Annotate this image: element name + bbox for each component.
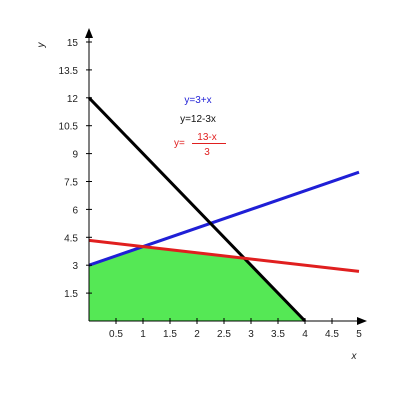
y-tick-label: 13.5 xyxy=(59,66,79,77)
y-tick-label: 1.5 xyxy=(64,289,78,300)
y-tick-label: 7.5 xyxy=(64,178,78,189)
y-tick-label: 9 xyxy=(72,150,78,161)
x-tick-label: 2.5 xyxy=(217,329,231,340)
black-line-series xyxy=(87,96,307,323)
feasible-region-layer xyxy=(89,246,305,321)
y-tick-label: 10.5 xyxy=(59,122,79,133)
x-axis-label: x xyxy=(351,351,358,362)
red-line-equation-denominator: 3 xyxy=(204,147,210,158)
x-tick-label: 0.5 xyxy=(109,329,123,340)
red-line-series xyxy=(88,238,360,273)
y-axis-label: y xyxy=(36,42,47,49)
red-line-equation-prefix: y= xyxy=(174,138,185,149)
x-tick-label: 3 xyxy=(248,329,254,340)
y-tick-label: 4.5 xyxy=(64,233,78,244)
x-tick-label: 1.5 xyxy=(163,329,177,340)
black-line-equation-label: y=12-3x xyxy=(180,114,216,125)
x-tick-label: 4.5 xyxy=(325,329,339,340)
x-tick-label: 5 xyxy=(356,329,362,340)
y-tick-label: 6 xyxy=(72,205,78,216)
x-tick-label: 4 xyxy=(302,329,308,340)
labels-layer: y x y=3+x y=12-3x y= 13-x 3 xyxy=(36,42,358,363)
x-tick-label: 2 xyxy=(194,329,200,340)
axes-layer: 0.5 1 1.5 2 2.5 3 3.5 4 4.5 5 1.5 3 4.5 6 7.5 9 10.5 12 13… xyxy=(59,28,367,340)
blue-line-series xyxy=(88,170,360,267)
y-tick-label: 12 xyxy=(67,94,79,105)
y-axis-arrow xyxy=(85,28,93,38)
red-line-equation-numerator: 13-x xyxy=(197,132,216,143)
series-lines-layer xyxy=(87,96,360,323)
x-tick-label: 3.5 xyxy=(271,329,285,340)
y-tick-label: 15 xyxy=(67,38,79,49)
x-tick-label: 1 xyxy=(140,329,146,340)
feasible-region xyxy=(89,246,305,321)
blue-line-equation-label: y=3+x xyxy=(184,95,211,106)
y-tick-label: 3 xyxy=(72,261,78,272)
